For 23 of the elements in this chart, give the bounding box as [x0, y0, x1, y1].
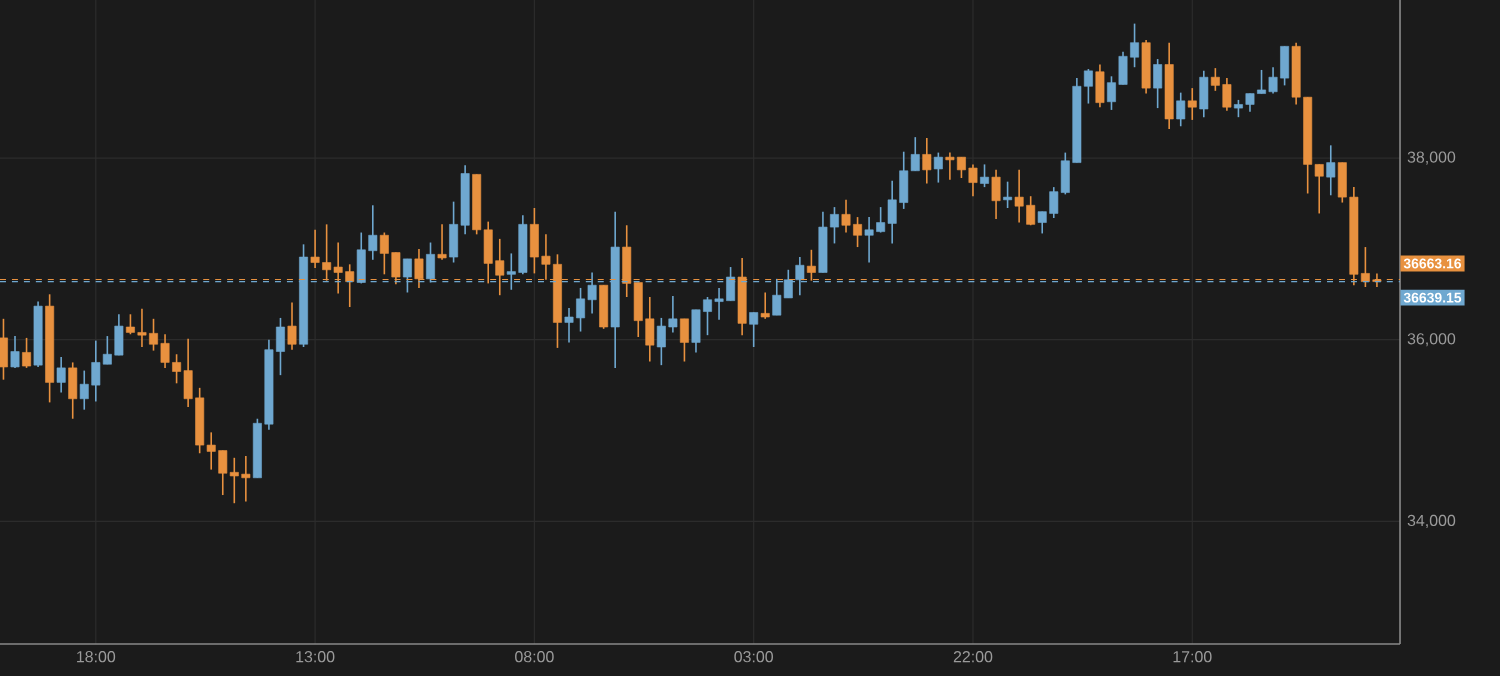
- candlestick: [22, 337, 31, 369]
- candlestick: [922, 137, 932, 185]
- candlestick: [56, 356, 66, 394]
- candlestick: [1326, 144, 1336, 197]
- candlestick: [1141, 39, 1151, 95]
- candlestick: [679, 318, 689, 363]
- candlestick: [0, 318, 8, 381]
- candlestick: [1176, 91, 1186, 128]
- candlestick: [1003, 180, 1013, 209]
- candlestick: [1095, 63, 1105, 108]
- candlestick: [599, 284, 609, 330]
- candlestick: [760, 291, 770, 320]
- candlestick: [980, 163, 989, 188]
- candlestick: [991, 169, 1001, 220]
- candlestick: [10, 335, 20, 369]
- candlestick: [1199, 70, 1209, 118]
- candlestick: [1187, 87, 1197, 121]
- candlestick: [68, 361, 78, 420]
- candlestick: [437, 223, 447, 261]
- candlestick: [287, 301, 297, 351]
- candlestick: [749, 311, 759, 348]
- candlestick: [1153, 58, 1163, 109]
- candlestick: [933, 151, 943, 184]
